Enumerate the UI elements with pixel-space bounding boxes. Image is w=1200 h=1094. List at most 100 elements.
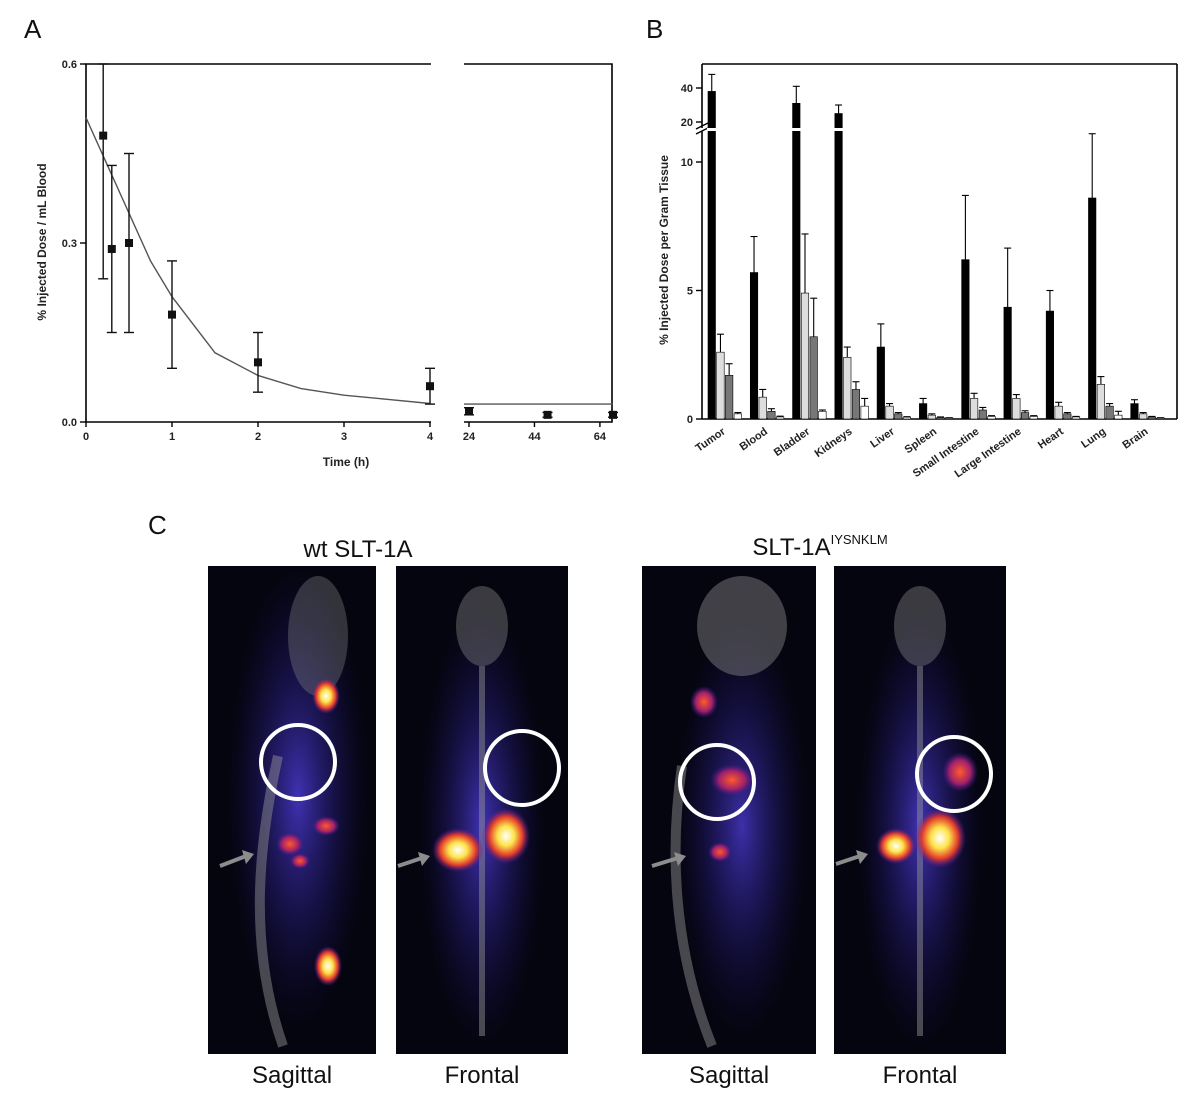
- caption-mutant-frontal: Frontal: [882, 1062, 958, 1089]
- panel-label-b: B: [646, 14, 664, 44]
- bar: [970, 398, 979, 420]
- category-label: Liver: [868, 425, 897, 450]
- x-tick-label: 3: [341, 431, 347, 443]
- data-point: [168, 310, 176, 319]
- x-tick-label: 0: [83, 431, 89, 443]
- x-tick-label: 24: [463, 431, 476, 443]
- bar: [885, 405, 894, 420]
- caption-wt-sagittal: Sagittal: [251, 1062, 333, 1089]
- bar: [800, 292, 810, 420]
- y-tick-label: 10: [681, 157, 693, 169]
- bar: [1139, 413, 1148, 420]
- category-label: Heart: [1036, 425, 1066, 451]
- bar: [818, 410, 827, 420]
- caption-wt-frontal: Frontal: [444, 1062, 520, 1089]
- category-label: Lung: [1079, 426, 1108, 451]
- bar: [851, 389, 861, 420]
- biodistribution-chart: 0 5 10 20 40 Tumor Blood Bladder Kidneys Liver Spl…: [657, 63, 1178, 480]
- category-label: Spleen: [903, 425, 940, 456]
- bar: [936, 417, 945, 420]
- bar: [1096, 384, 1105, 420]
- bar-break-gap: [833, 128, 844, 131]
- bar: [1071, 416, 1081, 420]
- data-point: [254, 358, 262, 367]
- group-title-mutant-base: SLT-1A: [752, 534, 831, 561]
- data-point: [107, 244, 116, 253]
- pharmacokinetics-chart: 0.0 0.3 0.6 0 1 2 3 4 24 44 64 % Injected Dose / m…: [35, 59, 618, 469]
- bar: [707, 91, 716, 420]
- x-tick-label: 2: [255, 431, 261, 443]
- y-tick-label: 0.3: [62, 238, 77, 250]
- panel-label-c: C: [148, 510, 167, 540]
- bar: [733, 413, 742, 420]
- y-tick-label: 40: [681, 83, 693, 95]
- category-label: Tumor: [693, 425, 728, 454]
- bar: [1088, 197, 1097, 420]
- y-axis-label: % Injected Dose / mL Blood: [35, 163, 49, 320]
- data-point: [543, 410, 552, 419]
- bar: [1063, 413, 1072, 420]
- y-tick-label: 0.0: [62, 417, 77, 429]
- x-tick-label: 1: [169, 431, 175, 443]
- bar: [1114, 414, 1123, 420]
- bar: [1105, 405, 1114, 420]
- bar: [776, 416, 785, 420]
- bar: [1012, 398, 1021, 420]
- group-title-mutant: SLT-1AIYSNKLM: [710, 532, 930, 562]
- axis-break-mark: [695, 122, 709, 130]
- plot-frame-right: [464, 63, 613, 423]
- data-point: [609, 410, 617, 419]
- bar: [792, 103, 801, 420]
- bar: [919, 403, 928, 420]
- bar: [1054, 405, 1063, 420]
- bar: [894, 413, 903, 420]
- group-title-wt: wt SLT-1A: [303, 536, 413, 563]
- panel-label-a: A: [24, 14, 42, 44]
- data-point: [465, 407, 473, 416]
- x-tick-label: 44: [528, 431, 541, 443]
- y-tick-label: 0: [687, 414, 693, 426]
- bar-break-gap: [707, 128, 717, 131]
- y-axis-label: % Injected Dose per Gram Tissue: [657, 155, 671, 345]
- bar: [1003, 306, 1012, 420]
- category-label: Brain: [1121, 425, 1151, 451]
- scan-wt-frontal-image: [396, 566, 568, 1054]
- bar: [902, 416, 911, 420]
- category-label: Bladder: [772, 425, 813, 459]
- y-tick-label: 5: [687, 286, 693, 298]
- x-axis-label: Time (h): [323, 455, 369, 469]
- x-tick-label: 4: [427, 431, 434, 443]
- bar: [927, 414, 936, 420]
- bar: [767, 410, 776, 420]
- bar: [876, 346, 885, 420]
- data-point: [426, 382, 434, 391]
- bar: [809, 336, 818, 420]
- scan-wt-sagittal-image: [208, 566, 376, 1054]
- category-label: Blood: [738, 426, 770, 454]
- bar: [716, 351, 725, 420]
- bar: [961, 259, 970, 420]
- bar: [1130, 403, 1139, 420]
- bar: [725, 375, 734, 420]
- bar: [758, 396, 767, 420]
- y-tick-label: 0.6: [62, 59, 77, 71]
- scan-mutant-frontal-image: [834, 566, 1006, 1054]
- fit-curve: [85, 117, 431, 405]
- bar: [860, 405, 869, 420]
- bar: [1029, 416, 1038, 420]
- y-tick-label: 20: [681, 117, 693, 129]
- caption-mutant-sagittal: Sagittal: [688, 1062, 770, 1089]
- data-point: [99, 131, 108, 140]
- scan-mutant-sagittal-image: [642, 566, 816, 1054]
- bar: [1045, 310, 1054, 420]
- bar: [1147, 416, 1156, 420]
- bar-break-gap: [791, 128, 802, 131]
- bar: [987, 416, 996, 420]
- category-label: Kidneys: [813, 426, 855, 460]
- data-point: [125, 239, 133, 247]
- axis-break-mark: [695, 127, 709, 135]
- x-tick-label: 64: [594, 431, 607, 443]
- bar: [978, 409, 987, 420]
- bar: [834, 113, 843, 420]
- bar: [749, 272, 759, 420]
